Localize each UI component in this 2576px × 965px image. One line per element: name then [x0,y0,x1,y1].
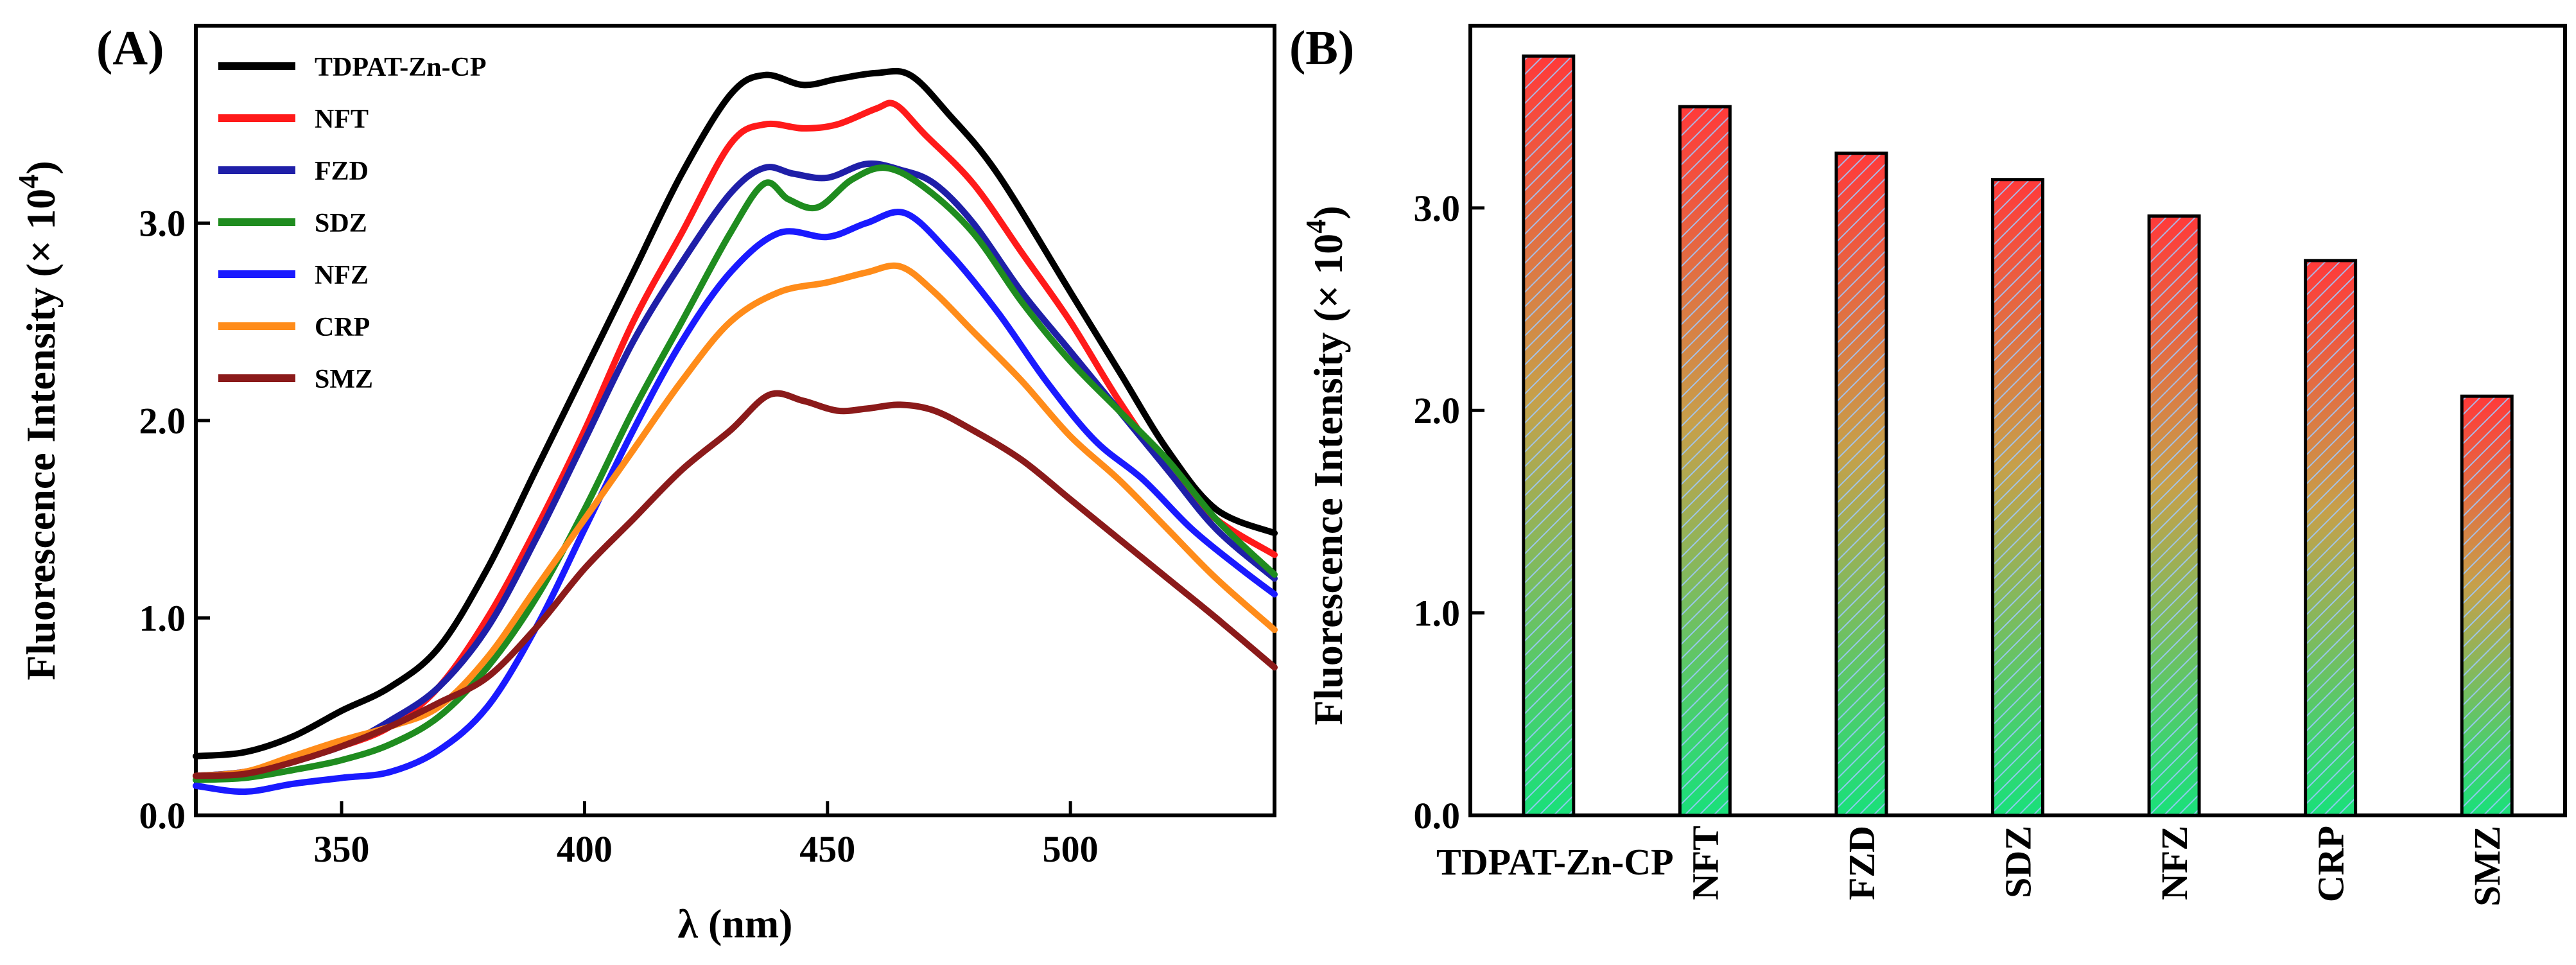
legend-label-crp: CRP [315,313,370,342]
panel-a-y-axis-label: Fluorescence Intensity (× 104) [13,161,64,680]
bar-outline-nfz [2147,214,2201,817]
category-label-fzd: FZD [1841,826,1883,900]
legend-label-smz: SMZ [315,365,373,394]
panel-a-y-axis-label-close: ) [18,161,64,174]
category-label-crp: CRP [2310,826,2352,902]
panel-a-x-tick-label: 450 [799,828,855,870]
category-label-tdpat-zn-cp: TDPAT-Zn-CP [1436,841,1674,883]
panel-a: (A) 350 400 450 500 0.0 1.0 2.0 3.0 TDPAT-Zn-CP… [13,21,1278,946]
series-line-nft [193,100,1278,779]
panel-a-x-tick-label: 500 [1043,828,1099,870]
panel-b-y-tick-label: 0.0 [1414,795,1461,837]
panel-b-bars [1522,54,2514,817]
panel-a-y-tick-label: 3.0 [139,203,186,245]
bar-outline-fzd [1834,152,1888,817]
bar-outline-tdpat-zn-cp [1522,54,1576,817]
bar-outline-smz [2460,394,2514,817]
series-line-tdpat-zn-cp [193,67,1278,760]
panel-b-y-axis-label-exponent: 4 [1300,220,1332,234]
panel-a-x-tick-label: 400 [557,828,613,870]
panel-a-y-tick-label: 1.0 [139,598,186,639]
panel-a-plot-frame [194,24,1276,817]
category-label-smz: SMZ [2466,826,2508,907]
panel-a-y-axis-label-exponent: 4 [13,175,44,189]
legend-label-fzd: FZD [315,157,369,186]
panel-a-label: (A) [96,21,164,75]
legend-label-nfz: NFZ [315,261,369,290]
series-line-smz [193,390,1278,779]
panel-a-y-tick-label: 0.0 [139,795,186,837]
category-label-nfz: NFZ [2154,826,2195,900]
bar-outline-crp [2304,259,2358,817]
panel-b-y-tick-label: 3.0 [1414,187,1461,229]
panel-b-y-axis-label-text: Fluorescence Intensity (× 10 [1305,234,1351,726]
legend-label-sdz: SDZ [315,209,367,238]
panel-a-series [193,67,1278,795]
panel-b-y-tick-label: 1.0 [1414,593,1461,634]
panel-b-y-axis-label-close: ) [1305,205,1351,219]
panel-a-y-axis-label-text: Fluorescence Intensity (× 10 [18,189,64,681]
panel-b-category-labels: TDPAT-Zn-CP NFT FZD SDZ NFZ CRP SMZ [1436,826,2508,907]
series-line-fzd [193,160,1278,779]
panel-b-label: (B) [1289,21,1354,75]
panel-a-ticks: 350 400 450 500 0.0 1.0 2.0 3.0 [139,203,1099,871]
panel-a-x-tick-label: 350 [314,828,370,870]
panel-b: (B) 0.0 1.0 2.0 3.0 TDPAT-Zn-CP NFT FZD SDZ NFZ… [1289,21,2567,907]
legend-label-nft: NFT [315,105,369,134]
series-line-nfz [193,209,1278,795]
panel-a-legend: TDPAT-Zn-CP NFT FZD SDZ NFZ CRP SMZ [218,53,487,394]
bar-outline-sdz [1991,178,2044,817]
series-line-sdz [193,164,1278,783]
bar-outline-nft [1678,105,1732,817]
panel-b-y-axis-label: Fluorescence Intensity (× 104) [1300,205,1351,725]
category-label-nft: NFT [1684,826,1726,900]
category-label-sdz: SDZ [1997,826,2039,898]
panel-b-y-tick-label: 2.0 [1414,390,1461,431]
panel-a-x-axis-label: λ (nm) [678,901,793,946]
legend-label-tdpat-zn-cp: TDPAT-Zn-CP [315,53,487,82]
panel-b-ticks: 0.0 1.0 2.0 3.0 [1414,187,1484,837]
panel-a-y-tick-label: 2.0 [139,400,186,442]
